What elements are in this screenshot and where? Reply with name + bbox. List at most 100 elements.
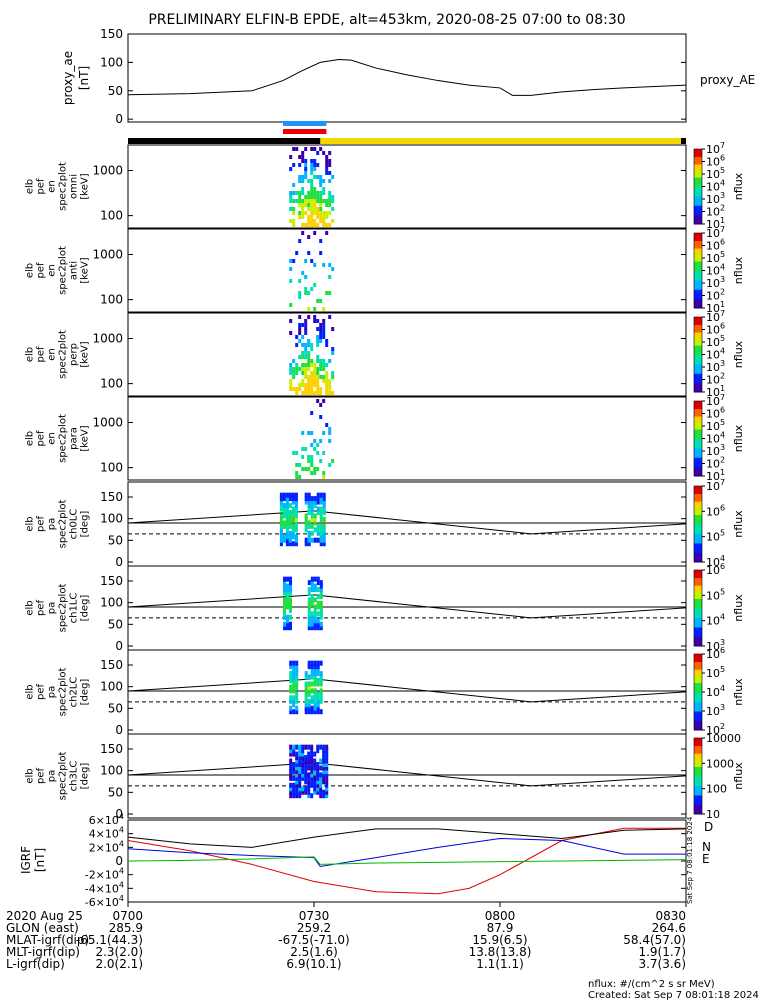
spec2plot-ch0LC-colorbar-segment	[694, 554, 702, 557]
spec2plot-omni-colorbar-segment	[694, 160, 702, 163]
spec2plot-omni-colorbar-segment	[694, 156, 702, 159]
spec2plot-omni-cell	[313, 163, 317, 167]
spec2plot-ch2LC-cell	[295, 695, 299, 701]
spec2plot-para-cell	[322, 471, 326, 475]
spec2plot-para-cell	[301, 455, 305, 459]
spec2plot-ch1LC-ylabel-part: pa	[47, 602, 58, 614]
spec2plot-perp-cell	[322, 363, 326, 367]
spec2plot-ch2LC-cell	[304, 702, 308, 708]
spec2plot-ch1LC-cell	[310, 621, 314, 627]
spec2plot-ch0LC-colorbar-segment	[694, 512, 702, 515]
spec2plot-perp-cell	[307, 387, 311, 391]
spec2plot-perp-cell	[304, 367, 308, 371]
spec2plot-ch2LC-frame	[127, 649, 687, 735]
spec2plot-ch3LC-cell	[295, 751, 299, 757]
spec2plot-ch2LC-ylabel-part: ch2LC	[69, 677, 80, 708]
spec2plot-ch0LC-cell	[304, 527, 308, 533]
proxy-ae-ytick-label: 0	[115, 112, 123, 126]
spec2plot-omni-colorbar-segment	[694, 192, 702, 195]
spec2plot-ch3LC-cell	[307, 786, 311, 792]
spec2plot-omni-ylabel-part: pef	[36, 178, 47, 195]
spec2plot-ch3LC-cell	[316, 744, 320, 750]
bottom-row-value: 0730	[299, 909, 330, 923]
spec2plot-ch3LC-cell	[292, 765, 296, 771]
spec2plot-ch0LC-cell	[316, 530, 320, 536]
spec2plot-para-colorbar-segment	[694, 427, 702, 430]
spec2plot-ch0LC-cell	[310, 503, 314, 509]
spec2plot-ch0LC-cell	[319, 499, 323, 505]
spec2plot-para-cell	[298, 475, 302, 479]
spec2plot-perp-colorbar-segment	[694, 339, 702, 342]
spec2plot-ch2LC-colorbar-segment	[694, 654, 702, 657]
spec2plot-anti-colorbar-segment	[694, 264, 702, 268]
spec2plot-ch3LC-colorbar-segment	[694, 802, 702, 805]
spec2plot-anti-colorbar-segment	[694, 274, 702, 277]
spec2plot-perp-ytick-label: 1000	[92, 332, 123, 346]
spec2plot-perp-cell	[322, 327, 326, 331]
spec2plot-ch2LC-cell	[307, 705, 311, 711]
spec2plot-ch1LC-cell	[289, 597, 292, 603]
spec2plot-para-colorbar-segment	[694, 440, 702, 443]
spec2plot-ch3LC-cell	[319, 782, 323, 788]
spec2plot-ch3LC-cell	[310, 755, 314, 761]
spec2plot-perp-cell	[307, 355, 311, 359]
spec2plot-ch0LC-colorbar-segment	[694, 508, 702, 512]
spec2plot-ch3LC-colorbar-segment	[694, 758, 702, 762]
spec2plot-perp-colorbar-segment	[694, 360, 702, 363]
spec2plot-para-cell	[331, 459, 335, 463]
spec2plot-para-colorbar-segment	[694, 472, 702, 475]
spec2plot-omni-cell	[295, 191, 299, 195]
spec2plot-perp-colorbar-segment	[694, 386, 702, 389]
spec2plot-ch3LC-cell	[289, 775, 293, 781]
spec2plot-para-colorbar-segment	[694, 401, 702, 404]
spec2plot-ch3LC-colorbar-segment	[694, 785, 702, 788]
spec2plot-ch1LC-cell	[316, 594, 320, 599]
spec2plot-omni-cell	[319, 211, 323, 215]
spec2plot-perp-cell	[325, 375, 329, 379]
spec2plot-omni-colorbar-segment	[694, 167, 702, 171]
spec2plot-ch0LC-colorbar-segment	[694, 495, 702, 498]
spec2plot-omni-cell	[301, 207, 305, 211]
spec2plot-perp-colorbar-segment	[694, 322, 702, 325]
spec2plot-perp-cell	[298, 315, 302, 319]
spec2plot-ch1LC-ytick-label: 0	[115, 639, 123, 653]
spec2plot-ch0LC-cell	[322, 523, 326, 529]
spec2plot-ch0LC-ytick-label: 0	[115, 555, 123, 569]
spec2plot-ch0LC-cell	[294, 513, 298, 519]
spec2plot-ch0LC-cell	[285, 537, 289, 543]
spec2plot-ch2LC-cell	[292, 688, 296, 694]
spec2plot-ch1LC-cell	[307, 597, 311, 603]
spec2plot-ch1LC-cell	[313, 625, 317, 631]
spec2plot-ch3LC-cell	[310, 751, 314, 757]
spec2plot-omni-cell	[301, 203, 305, 207]
spec2plot-ch3LC-cell	[313, 786, 317, 792]
spec2plot-ch1LC-cell	[319, 604, 323, 610]
spec2plot-para-colorbar-segment	[694, 408, 702, 411]
spec2plot-ch3LC-ytick-label: 100	[100, 764, 123, 778]
spec2plot-ch0LC-cell	[307, 496, 311, 502]
spec2plot-ch1LC-colorbar-segment	[694, 579, 702, 582]
spec2plot-ch3LC-frame	[127, 733, 687, 819]
spec2plot-para-colorbar-tick-label: 103	[706, 443, 725, 458]
spec2plot-ch0LC-cell	[279, 513, 283, 519]
spec2plot-ch3LC-cell	[316, 782, 320, 788]
spec2plot-omni-cell	[298, 163, 302, 167]
spec2plot-ch0LC-cell	[307, 541, 311, 547]
spec2plot-para-cell	[319, 415, 323, 419]
spec2plot-perp-cell	[319, 327, 323, 331]
spec2plot-ch3LC-cell	[319, 786, 323, 792]
spec2plot-perp-cell	[292, 387, 296, 391]
spec2plot-ch3LC-cell	[313, 762, 317, 767]
spec2plot-perp-cell	[322, 359, 326, 363]
spec2plot-ch3LC-cell	[304, 744, 308, 750]
spec2plot-ch1LC-cell	[316, 580, 320, 586]
igrf-legend-d: D	[704, 820, 713, 834]
spec2plot-perp-cell	[301, 391, 305, 395]
spec2plot-ch0LC-cell	[319, 541, 323, 547]
spec2plot-ch2LC-cell	[307, 709, 311, 715]
spec2plot-ch0LC-colorbar-segment	[694, 541, 702, 544]
spec2plot-anti-cell	[313, 231, 317, 235]
spec2plot-perp-cell	[289, 387, 293, 391]
spec2plot-ch0LC-colorbar-segment	[694, 524, 702, 527]
spec2plot-ch0LC-cell	[285, 520, 289, 526]
